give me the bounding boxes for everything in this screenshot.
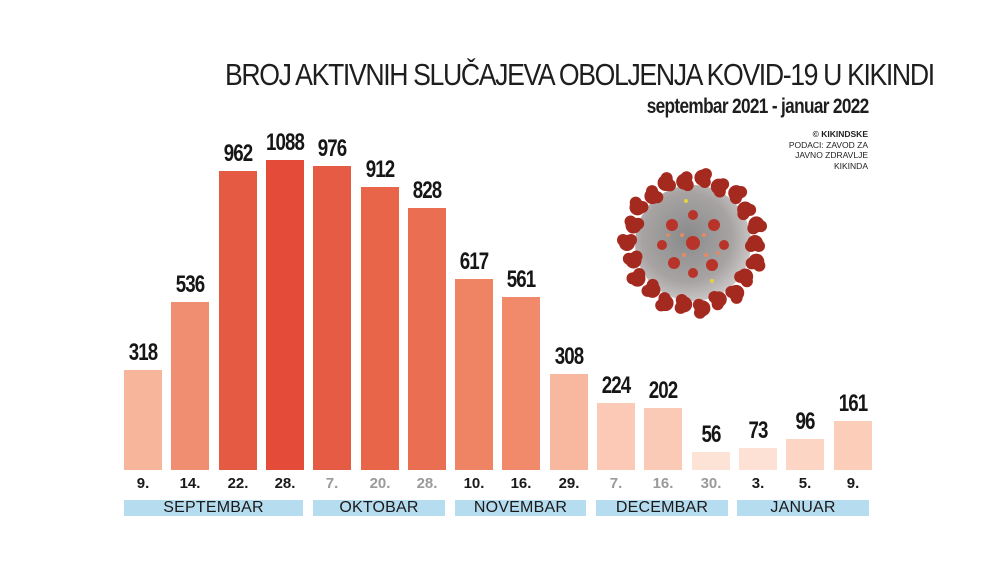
bar xyxy=(739,448,777,470)
credit-line: PODACI: ZAVOD ZA xyxy=(788,139,868,150)
bar-value-label: 202 xyxy=(648,377,678,404)
credit-line: JAVNO ZDRAVLJE xyxy=(795,150,868,160)
bar-value-label: 976 xyxy=(317,135,347,162)
bar xyxy=(313,166,351,470)
day-label: 10. xyxy=(463,475,485,492)
bar-value-label: 318 xyxy=(128,339,158,366)
bar-value-label: 962 xyxy=(223,140,253,167)
bar-value-label: 561 xyxy=(506,266,536,293)
day-label: 20. xyxy=(369,475,391,492)
day-label: 28. xyxy=(416,475,438,492)
month-label: SEPTEMBAR xyxy=(124,500,303,516)
bar xyxy=(171,302,209,470)
bar-value-label: 96 xyxy=(795,408,816,435)
bar xyxy=(408,208,446,470)
day-label: 28. xyxy=(274,475,296,492)
day-label: 7. xyxy=(325,475,339,492)
day-label: 9. xyxy=(846,475,860,492)
bar-value-label: 536 xyxy=(175,271,205,298)
bar xyxy=(124,370,162,470)
bar-value-label: 224 xyxy=(601,372,631,399)
bar-value-label: 308 xyxy=(554,343,584,370)
month-label: OKTOBAR xyxy=(313,500,445,516)
coronavirus-icon xyxy=(617,168,768,319)
bar xyxy=(550,374,588,470)
chart-title: BROJ AKTIVNIH SLUČAJEVA OBOLJENJA KOVID-… xyxy=(225,57,935,92)
chart-subtitle: septembar 2021 - januar 2022 xyxy=(647,95,870,118)
bar-value-label: 73 xyxy=(748,417,769,444)
month-label: JANUAR xyxy=(737,500,869,516)
source-credit: © KIKINDSKE PODACI: ZAVOD ZA JAVNO ZDRAV… xyxy=(789,129,868,171)
bar-value-label: 56 xyxy=(701,421,722,448)
bar xyxy=(266,160,304,470)
bar xyxy=(597,403,635,470)
bar xyxy=(361,187,399,470)
bar-value-label: 912 xyxy=(365,156,395,183)
month-label: NOVEMBAR xyxy=(455,500,586,516)
bar-value-label: 828 xyxy=(412,177,442,204)
bar xyxy=(219,171,257,470)
day-label: 3. xyxy=(751,475,765,492)
bar xyxy=(502,297,540,470)
credit-brand: © KIKINDSKE xyxy=(812,129,868,139)
bar-value-label: 161 xyxy=(838,390,868,417)
bar xyxy=(644,408,682,470)
day-label: 29. xyxy=(558,475,580,492)
day-label: 16. xyxy=(652,475,674,492)
day-label: 30. xyxy=(700,475,722,492)
day-label: 7. xyxy=(609,475,623,492)
bar xyxy=(692,452,730,470)
day-label: 14. xyxy=(179,475,201,492)
day-label: 22. xyxy=(227,475,249,492)
bar xyxy=(834,421,872,470)
day-label: 5. xyxy=(798,475,812,492)
bar xyxy=(455,279,493,470)
bar-value-label: 617 xyxy=(459,248,489,275)
credit-line: KIKINDA xyxy=(833,160,868,171)
bar xyxy=(786,439,824,470)
day-label: 16. xyxy=(510,475,532,492)
day-label: 9. xyxy=(136,475,150,492)
month-label: DECEMBAR xyxy=(596,500,728,516)
bar-value-label: 1088 xyxy=(266,129,305,156)
